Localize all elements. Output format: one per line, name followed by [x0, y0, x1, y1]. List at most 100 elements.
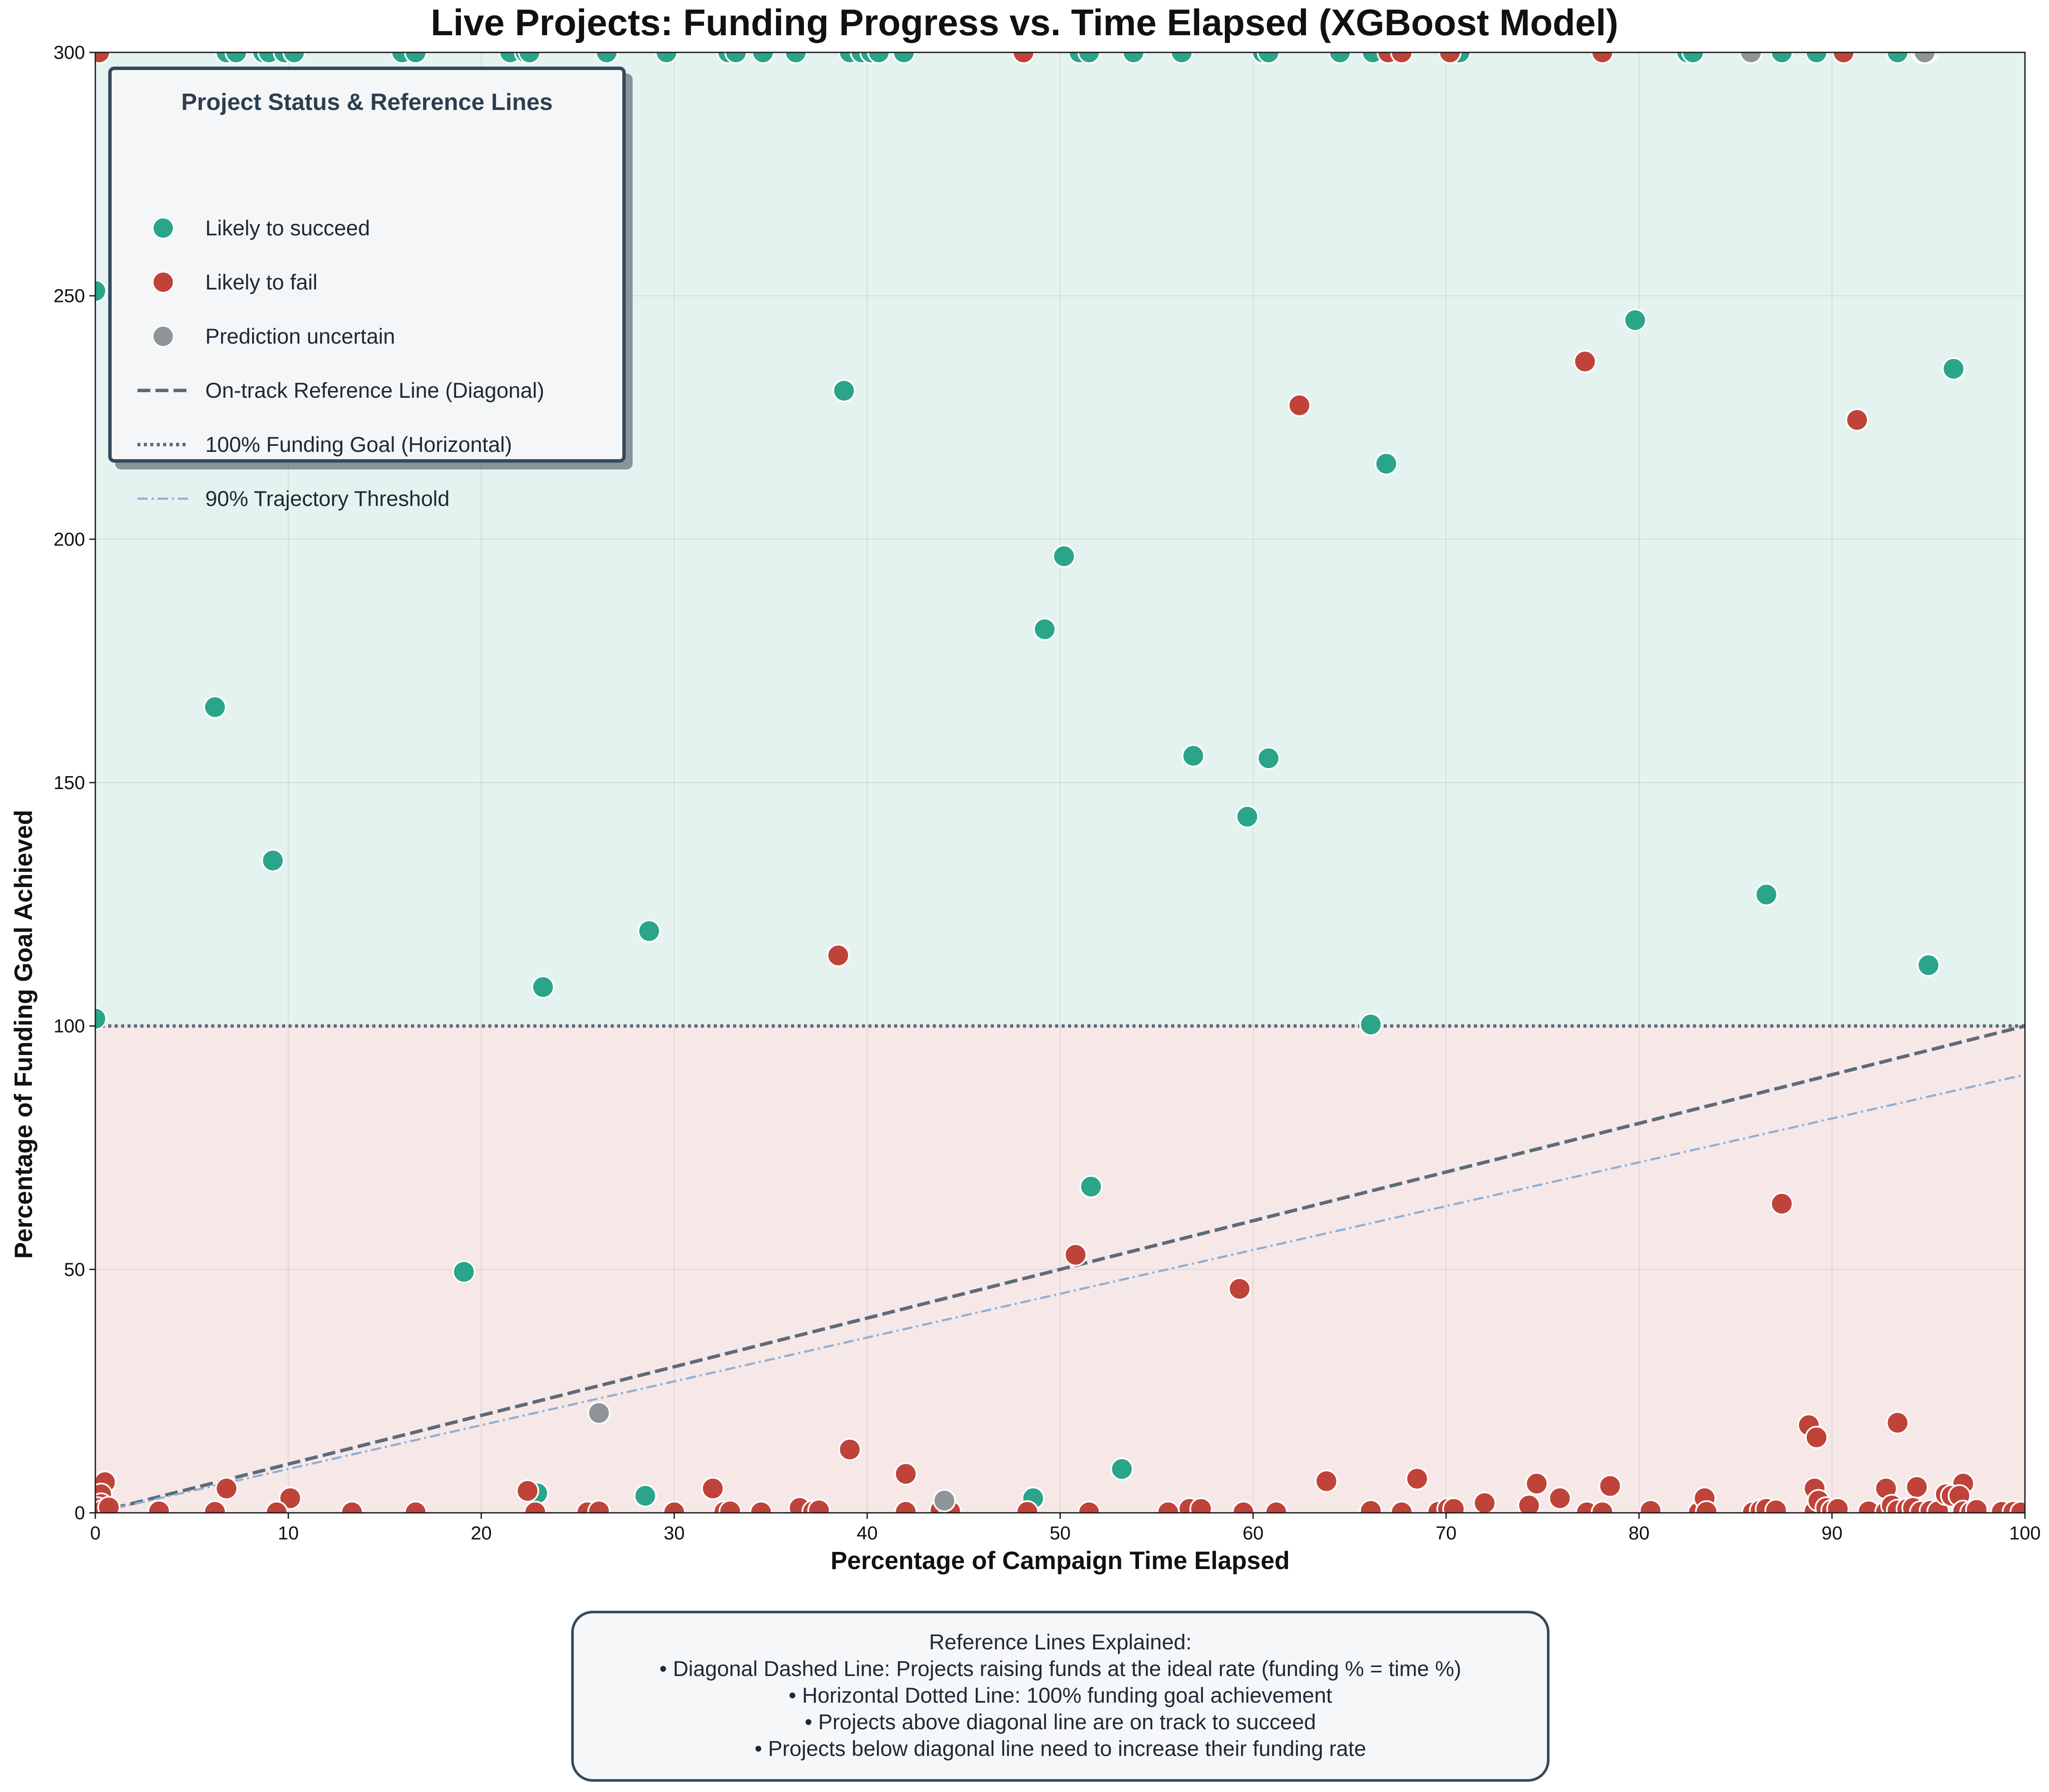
data-point	[1805, 52, 1828, 64]
explanation-line-4: • Projects below diagonal line need to i…	[755, 1737, 1366, 1761]
x-tick-label: 70	[1436, 1523, 1457, 1544]
data-point	[1942, 357, 1965, 381]
legend-line-threshold	[137, 497, 189, 500]
data-point	[1257, 52, 1280, 64]
x-tick-label: 30	[664, 1523, 685, 1544]
legend-item-diagonal: On-track Reference Line (Diagonal)	[112, 373, 622, 408]
data-point	[1623, 308, 1647, 332]
data-point	[1228, 1277, 1251, 1301]
data-point	[1064, 1243, 1087, 1267]
data-point	[261, 849, 285, 872]
data-point	[1473, 1491, 1496, 1513]
x-tick-label: 90	[1821, 1523, 1842, 1544]
series-likely-to-fail	[95, 52, 2025, 1513]
data-point	[867, 52, 891, 64]
explanation-heading: Reference Lines Explained:	[929, 1630, 1192, 1654]
x-tick-label: 20	[471, 1523, 492, 1544]
data-point	[1905, 1475, 1929, 1499]
data-point	[1016, 1500, 1039, 1513]
x-tick-label: 60	[1242, 1523, 1263, 1544]
legend-circle-uncertain	[152, 325, 174, 347]
data-point	[1525, 1472, 1549, 1495]
legend-item-fail: Likely to fail	[112, 265, 622, 299]
legend: Project Status & Reference Lines Likely …	[108, 67, 626, 511]
data-point	[838, 1438, 862, 1461]
data-point	[1826, 1497, 1850, 1513]
data-point	[1170, 52, 1193, 64]
data-point	[1315, 1469, 1338, 1493]
data-point	[278, 1487, 302, 1510]
data-point	[1805, 1426, 1828, 1449]
legend-item-goal: 100% Funding Goal (Horizontal)	[112, 427, 622, 462]
data-point	[95, 1007, 107, 1030]
legend-label-fail: Likely to fail	[205, 270, 318, 294]
legend-marker-uncertain	[152, 325, 174, 347]
x-tick-label: 0	[90, 1523, 100, 1544]
data-point	[1754, 883, 1778, 906]
y-tick-label: 300	[54, 42, 85, 63]
legend-label-threshold: 90% Trajectory Threshold	[205, 487, 450, 511]
data-point	[1886, 1411, 1909, 1435]
data-point	[892, 52, 916, 64]
y-tick-label: 200	[54, 529, 85, 550]
explanation-line-3: • Projects above diagonal line are on tr…	[804, 1710, 1316, 1734]
data-point	[1033, 618, 1056, 641]
data-point	[1442, 1497, 1466, 1513]
data-point	[1374, 452, 1398, 475]
data-point	[595, 52, 618, 64]
y-tick-label: 50	[64, 1259, 85, 1280]
legend-line-diagonal	[137, 389, 189, 392]
data-point	[1122, 52, 1145, 64]
data-point	[531, 975, 555, 999]
series-prediction-uncertain	[587, 52, 1936, 1512]
data-point	[1288, 393, 1311, 417]
data-point	[587, 1401, 611, 1425]
data-point	[1845, 408, 1869, 432]
x-tick-label: 100	[2009, 1523, 2040, 1544]
y-tick-label: 100	[54, 1016, 85, 1037]
data-point	[633, 1484, 657, 1508]
data-point	[1110, 1457, 1134, 1481]
legend-line-goal	[137, 443, 189, 446]
y-tick-label: 150	[54, 772, 85, 793]
explanation-line-2: • Horizontal Dotted Line: 100% funding g…	[789, 1683, 1332, 1707]
data-point	[1681, 52, 1705, 64]
data-point	[1832, 52, 1855, 64]
data-point	[1438, 52, 1462, 64]
legend-label-goal: 100% Funding Goal (Horizontal)	[205, 433, 512, 457]
data-point	[95, 279, 107, 303]
data-point	[203, 1500, 227, 1513]
data-point	[1328, 52, 1352, 64]
data-point	[807, 1499, 831, 1513]
data-point	[932, 1489, 956, 1512]
data-point	[1764, 1499, 1788, 1513]
chart-title: Live Projects: Funding Progress vs. Time…	[430, 2, 1619, 43]
data-point	[1695, 1500, 1718, 1513]
data-point	[894, 1500, 918, 1513]
data-point	[1639, 1499, 1662, 1513]
data-point	[724, 52, 748, 64]
data-point	[655, 52, 678, 64]
data-point	[1052, 545, 1076, 568]
data-point	[1257, 747, 1280, 770]
data-point	[282, 52, 306, 64]
data-point	[1359, 1499, 1382, 1513]
legend-title: Project Status & Reference Lines	[181, 88, 553, 115]
data-point	[1517, 1494, 1541, 1513]
data-point	[516, 1479, 539, 1502]
y-axis-label: Percentage of Funding Goal Achieved	[9, 810, 38, 1259]
reference-lines-explanation: Reference Lines Explained: • Diagonal Da…	[571, 1611, 1550, 1782]
data-point	[1390, 52, 1413, 64]
reference-line-dashed	[95, 1024, 2025, 1513]
data-point	[1405, 1467, 1429, 1490]
data-point	[587, 1499, 611, 1513]
data-point	[1913, 52, 1936, 64]
data-point	[95, 52, 111, 64]
y-tick-label: 250	[54, 286, 85, 307]
data-point	[1189, 1497, 1213, 1513]
data-point	[215, 1477, 238, 1500]
x-axis-label: Percentage of Campaign Time Elapsed	[830, 1547, 1290, 1575]
legend-circle-fail	[152, 271, 174, 293]
legend-item-threshold: 90% Trajectory Threshold	[112, 482, 622, 516]
